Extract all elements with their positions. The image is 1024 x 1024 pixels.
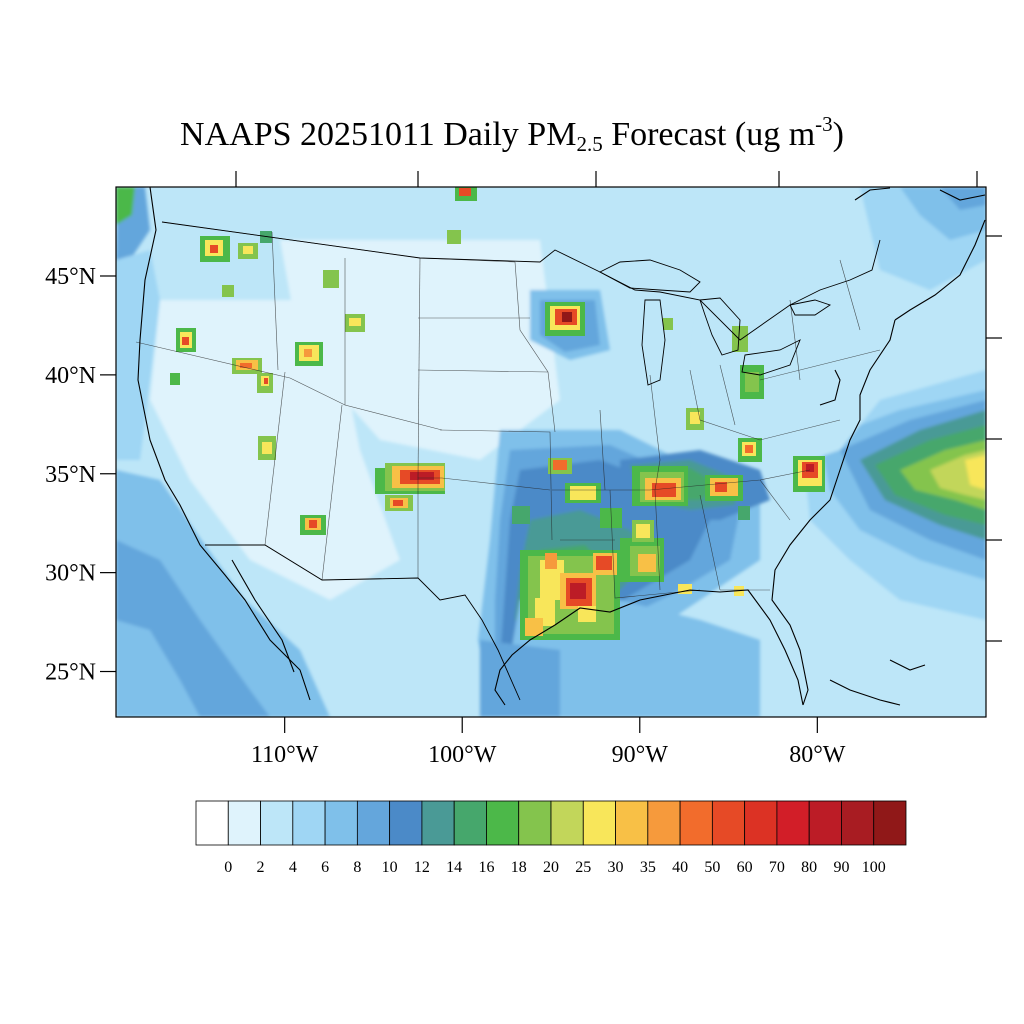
- colorbar-swatch: [195, 800, 229, 846]
- state-boundaries: [135, 221, 881, 599]
- colorbar-label: 20: [543, 859, 559, 876]
- colorbar-swatch: [324, 800, 358, 846]
- great-lakes: [599, 259, 832, 386]
- colorbar-swatch: [453, 800, 487, 846]
- colorbar-label: 60: [737, 859, 753, 876]
- lon-label: 90°W: [612, 742, 669, 768]
- colorbar-swatch: [389, 800, 423, 846]
- colorbar-label: 14: [446, 859, 462, 876]
- colorbar-label: 2: [257, 859, 265, 876]
- colorbar-swatch: [679, 800, 713, 846]
- colorbar-swatch: [550, 800, 584, 846]
- colorbar-swatch: [421, 800, 455, 846]
- lon-label: 110°W: [251, 742, 319, 768]
- lat-label: 45°N: [45, 264, 96, 290]
- map-title: NAAPS 20251011 Daily PM2.5 Forecast (ug …: [180, 112, 844, 156]
- colorbar-label: 90: [833, 859, 849, 876]
- lat-label: 40°N: [45, 363, 96, 389]
- colorbar-label: 10: [382, 859, 398, 876]
- top-ticks: [235, 171, 978, 187]
- colorbar-swatch: [615, 800, 649, 846]
- colorbar-label: 40: [672, 859, 688, 876]
- right-ticks: [986, 235, 1002, 642]
- colorbar-swatch: [260, 800, 294, 846]
- coastlines: [137, 187, 986, 706]
- colorbar-label: 25: [575, 859, 591, 876]
- colorbar-swatch: [776, 800, 810, 846]
- colorbar-swatch: [744, 800, 778, 846]
- colorbar-label: 0: [224, 859, 232, 876]
- colorbar-label: 18: [511, 859, 527, 876]
- colorbar-label: 70: [769, 859, 785, 876]
- country-borders: [161, 221, 881, 701]
- map-frame: [115, 186, 987, 718]
- colorbar-label: 16: [478, 859, 494, 876]
- colorbar-swatch: [711, 800, 746, 846]
- colorbar-swatch: [841, 800, 875, 846]
- colorbar-swatch: [292, 800, 326, 846]
- colorbar: 0 2 4 6 8 10 12 14 16 18 20 25 30 35 40 50 60 70 80 90 100: [195, 800, 907, 876]
- colorbar-label: 6: [321, 859, 329, 876]
- colorbar-label: 8: [353, 859, 361, 876]
- fire-hotspots: [170, 187, 825, 640]
- latitude-axis: 45°N 40°N 35°N 30°N 25°N: [45, 264, 116, 686]
- lat-label: 25°N: [45, 660, 96, 686]
- colorbar-swatch: [647, 800, 681, 846]
- colorbar-swatch: [356, 800, 391, 846]
- colorbar-label: 30: [608, 859, 624, 876]
- colorbar-swatch: [873, 800, 907, 846]
- colorbar-swatch: [808, 800, 842, 846]
- lat-label: 35°N: [45, 462, 96, 488]
- colorbar-swatch: [582, 800, 616, 846]
- colorbar-swatch: [227, 800, 261, 846]
- colorbar-label: 50: [704, 859, 720, 876]
- colorbar-swatch: [518, 800, 552, 846]
- colorbar-label: 12: [414, 859, 430, 876]
- lat-label: 30°N: [45, 561, 96, 587]
- colorbar-label: 4: [289, 859, 297, 876]
- colorbar-label: 100: [862, 859, 886, 876]
- lon-label: 80°W: [789, 742, 846, 768]
- longitude-axis: 110°W 100°W 90°W 80°W: [251, 717, 846, 768]
- colorbar-label: 80: [801, 859, 817, 876]
- colorbar-label: 35: [640, 859, 656, 876]
- lon-label: 100°W: [428, 742, 497, 768]
- colorbar-swatch: [486, 800, 520, 846]
